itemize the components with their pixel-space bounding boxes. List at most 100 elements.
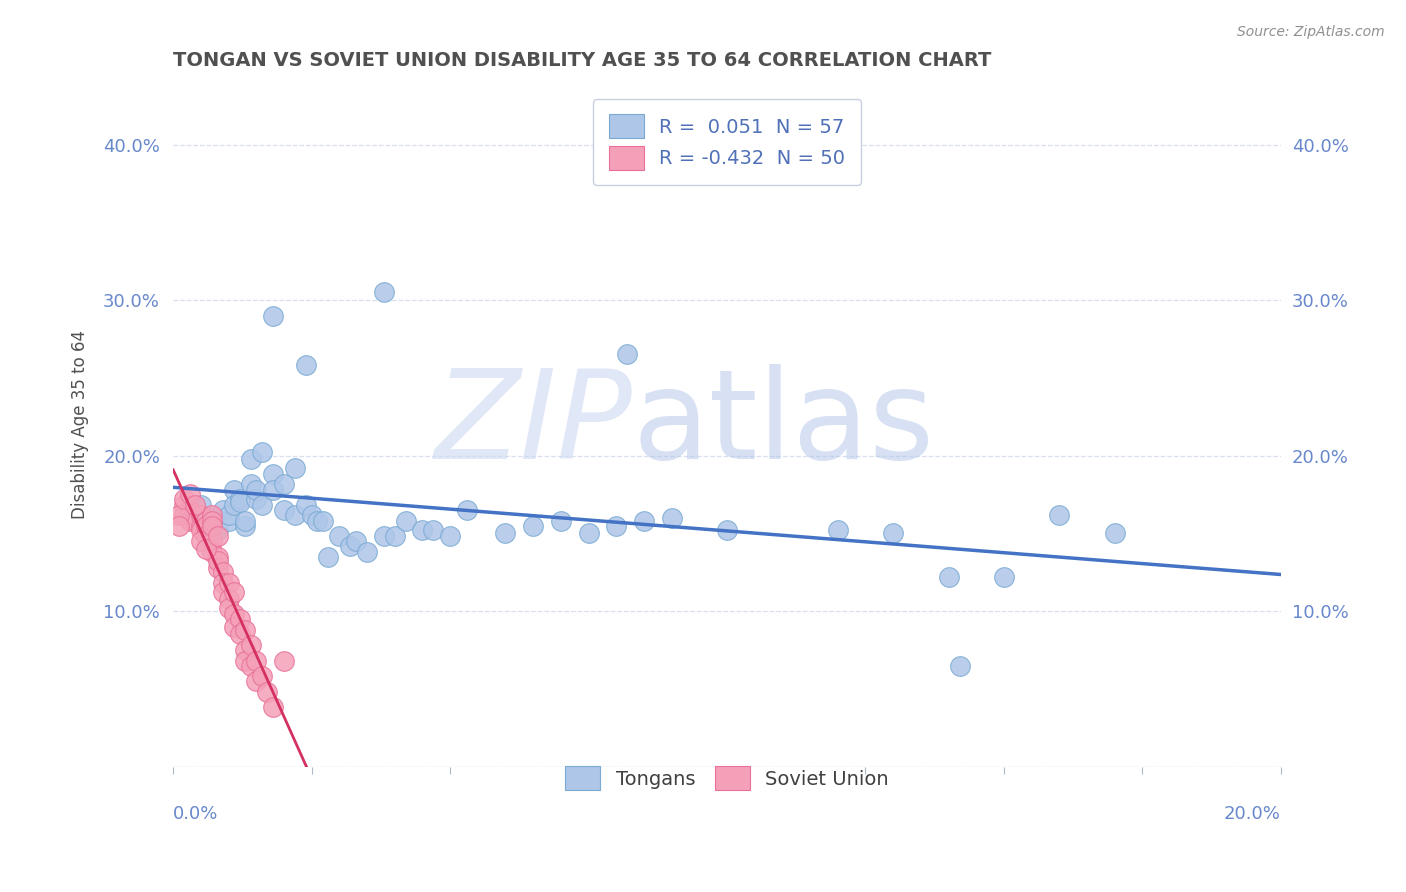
Point [195,541,218,556]
Point [201,545,224,559]
Text: 20.0%: 20.0% [1225,805,1281,823]
Point [207,549,229,564]
Point [344,534,367,549]
Point [262,309,284,323]
Point [495,526,517,541]
Point [212,503,235,517]
Point [295,499,318,513]
Point [316,549,339,564]
Point [190,534,212,549]
Point [245,674,267,689]
Point [173,492,195,507]
Point [250,445,273,459]
Point [207,523,229,537]
Point [384,529,406,543]
Point [605,518,627,533]
Point [284,508,307,522]
Point [201,518,224,533]
Point [882,526,904,541]
Point [245,492,267,507]
Point [522,518,544,533]
Point [224,607,246,622]
Point [312,514,335,528]
Point [245,654,267,668]
Point [218,601,240,615]
Point [307,514,329,528]
Point [179,503,201,517]
Point [224,585,246,599]
Point [1047,508,1070,522]
Point [633,514,655,528]
Point [218,514,240,528]
Point [218,576,240,591]
Point [938,570,960,584]
Point [250,499,273,513]
Point [201,508,224,522]
Point [167,518,190,533]
Point [239,658,262,673]
Point [167,508,190,522]
Point [233,643,256,657]
Point [190,499,212,513]
Point [207,554,229,568]
Point [661,510,683,524]
Point [356,545,378,559]
Point [422,523,444,537]
Point [262,483,284,497]
Point [201,510,224,524]
Point [233,654,256,668]
Point [228,627,250,641]
Point [395,514,418,528]
Point [993,570,1015,584]
Point [256,685,278,699]
Text: TONGAN VS SOVIET UNION DISABILITY AGE 35 TO 64 CORRELATION CHART: TONGAN VS SOVIET UNION DISABILITY AGE 35… [173,51,991,70]
Point [616,347,638,361]
Point [201,534,224,549]
Point [456,503,478,517]
Point [411,523,433,537]
Point [212,565,235,579]
Point [224,620,246,634]
Point [195,529,218,543]
Text: 0.0%: 0.0% [173,805,218,823]
Point [228,492,250,507]
Point [301,508,323,522]
Point [239,476,262,491]
Point [233,514,256,528]
Text: Source: ZipAtlas.com: Source: ZipAtlas.com [1237,25,1385,39]
Point [201,514,224,528]
Point [262,467,284,482]
Point [218,508,240,522]
Point [184,508,207,522]
Text: atlas: atlas [633,364,935,485]
Point [184,514,207,528]
Point [195,514,218,528]
Point [273,503,295,517]
Point [228,495,250,509]
Point [373,529,395,543]
Point [207,529,229,543]
Point [273,654,295,668]
Point [827,523,849,537]
Point [716,523,738,537]
Point [228,612,250,626]
Point [173,499,195,513]
Point [179,514,201,528]
Y-axis label: Disability Age 35 to 64: Disability Age 35 to 64 [72,330,89,519]
Point [224,483,246,497]
Point [184,499,207,513]
Point [190,508,212,522]
Point [295,359,318,373]
Point [212,585,235,599]
Text: ZIP: ZIP [434,364,633,485]
Point [190,523,212,537]
Point [179,487,201,501]
Point [250,669,273,683]
Point [239,451,262,466]
Point [262,700,284,714]
Point [173,508,195,522]
Point [207,560,229,574]
Point [190,518,212,533]
Point [233,518,256,533]
Point [233,623,256,637]
